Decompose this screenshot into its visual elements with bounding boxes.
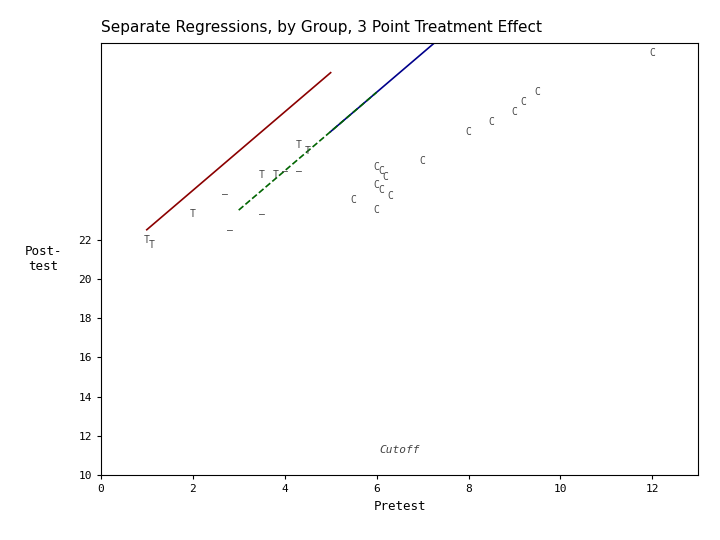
Text: C: C xyxy=(378,185,384,195)
Text: –: – xyxy=(282,166,287,176)
Text: Separate Regressions, by Group, 3 Point Treatment Effect: Separate Regressions, by Group, 3 Point … xyxy=(101,20,541,35)
Text: T: T xyxy=(295,140,302,150)
X-axis label: Pretest: Pretest xyxy=(374,500,426,513)
Text: T: T xyxy=(305,146,310,156)
Text: C: C xyxy=(374,180,379,190)
Text: C: C xyxy=(466,126,472,137)
Text: C: C xyxy=(489,117,495,127)
Text: T: T xyxy=(190,209,196,219)
Text: C: C xyxy=(387,191,393,201)
Text: C: C xyxy=(521,97,526,107)
Text: T: T xyxy=(273,170,279,180)
Text: C: C xyxy=(351,195,356,205)
Text: C: C xyxy=(512,107,518,117)
Text: T: T xyxy=(148,240,154,251)
Text: Cutoff: Cutoff xyxy=(379,444,420,455)
Text: C: C xyxy=(649,48,655,58)
Text: C: C xyxy=(420,156,426,166)
Text: C: C xyxy=(374,205,379,215)
Text: C: C xyxy=(378,166,384,176)
Text: –: – xyxy=(295,166,302,176)
Text: –: – xyxy=(258,209,265,219)
Text: C: C xyxy=(383,172,389,182)
Text: T: T xyxy=(144,234,150,245)
Text: –: – xyxy=(222,190,228,199)
Text: T: T xyxy=(258,170,265,180)
Text: C: C xyxy=(534,87,541,97)
Text: –: – xyxy=(227,225,233,235)
Text: C: C xyxy=(374,162,379,172)
Y-axis label: Post-
test: Post- test xyxy=(24,245,63,273)
